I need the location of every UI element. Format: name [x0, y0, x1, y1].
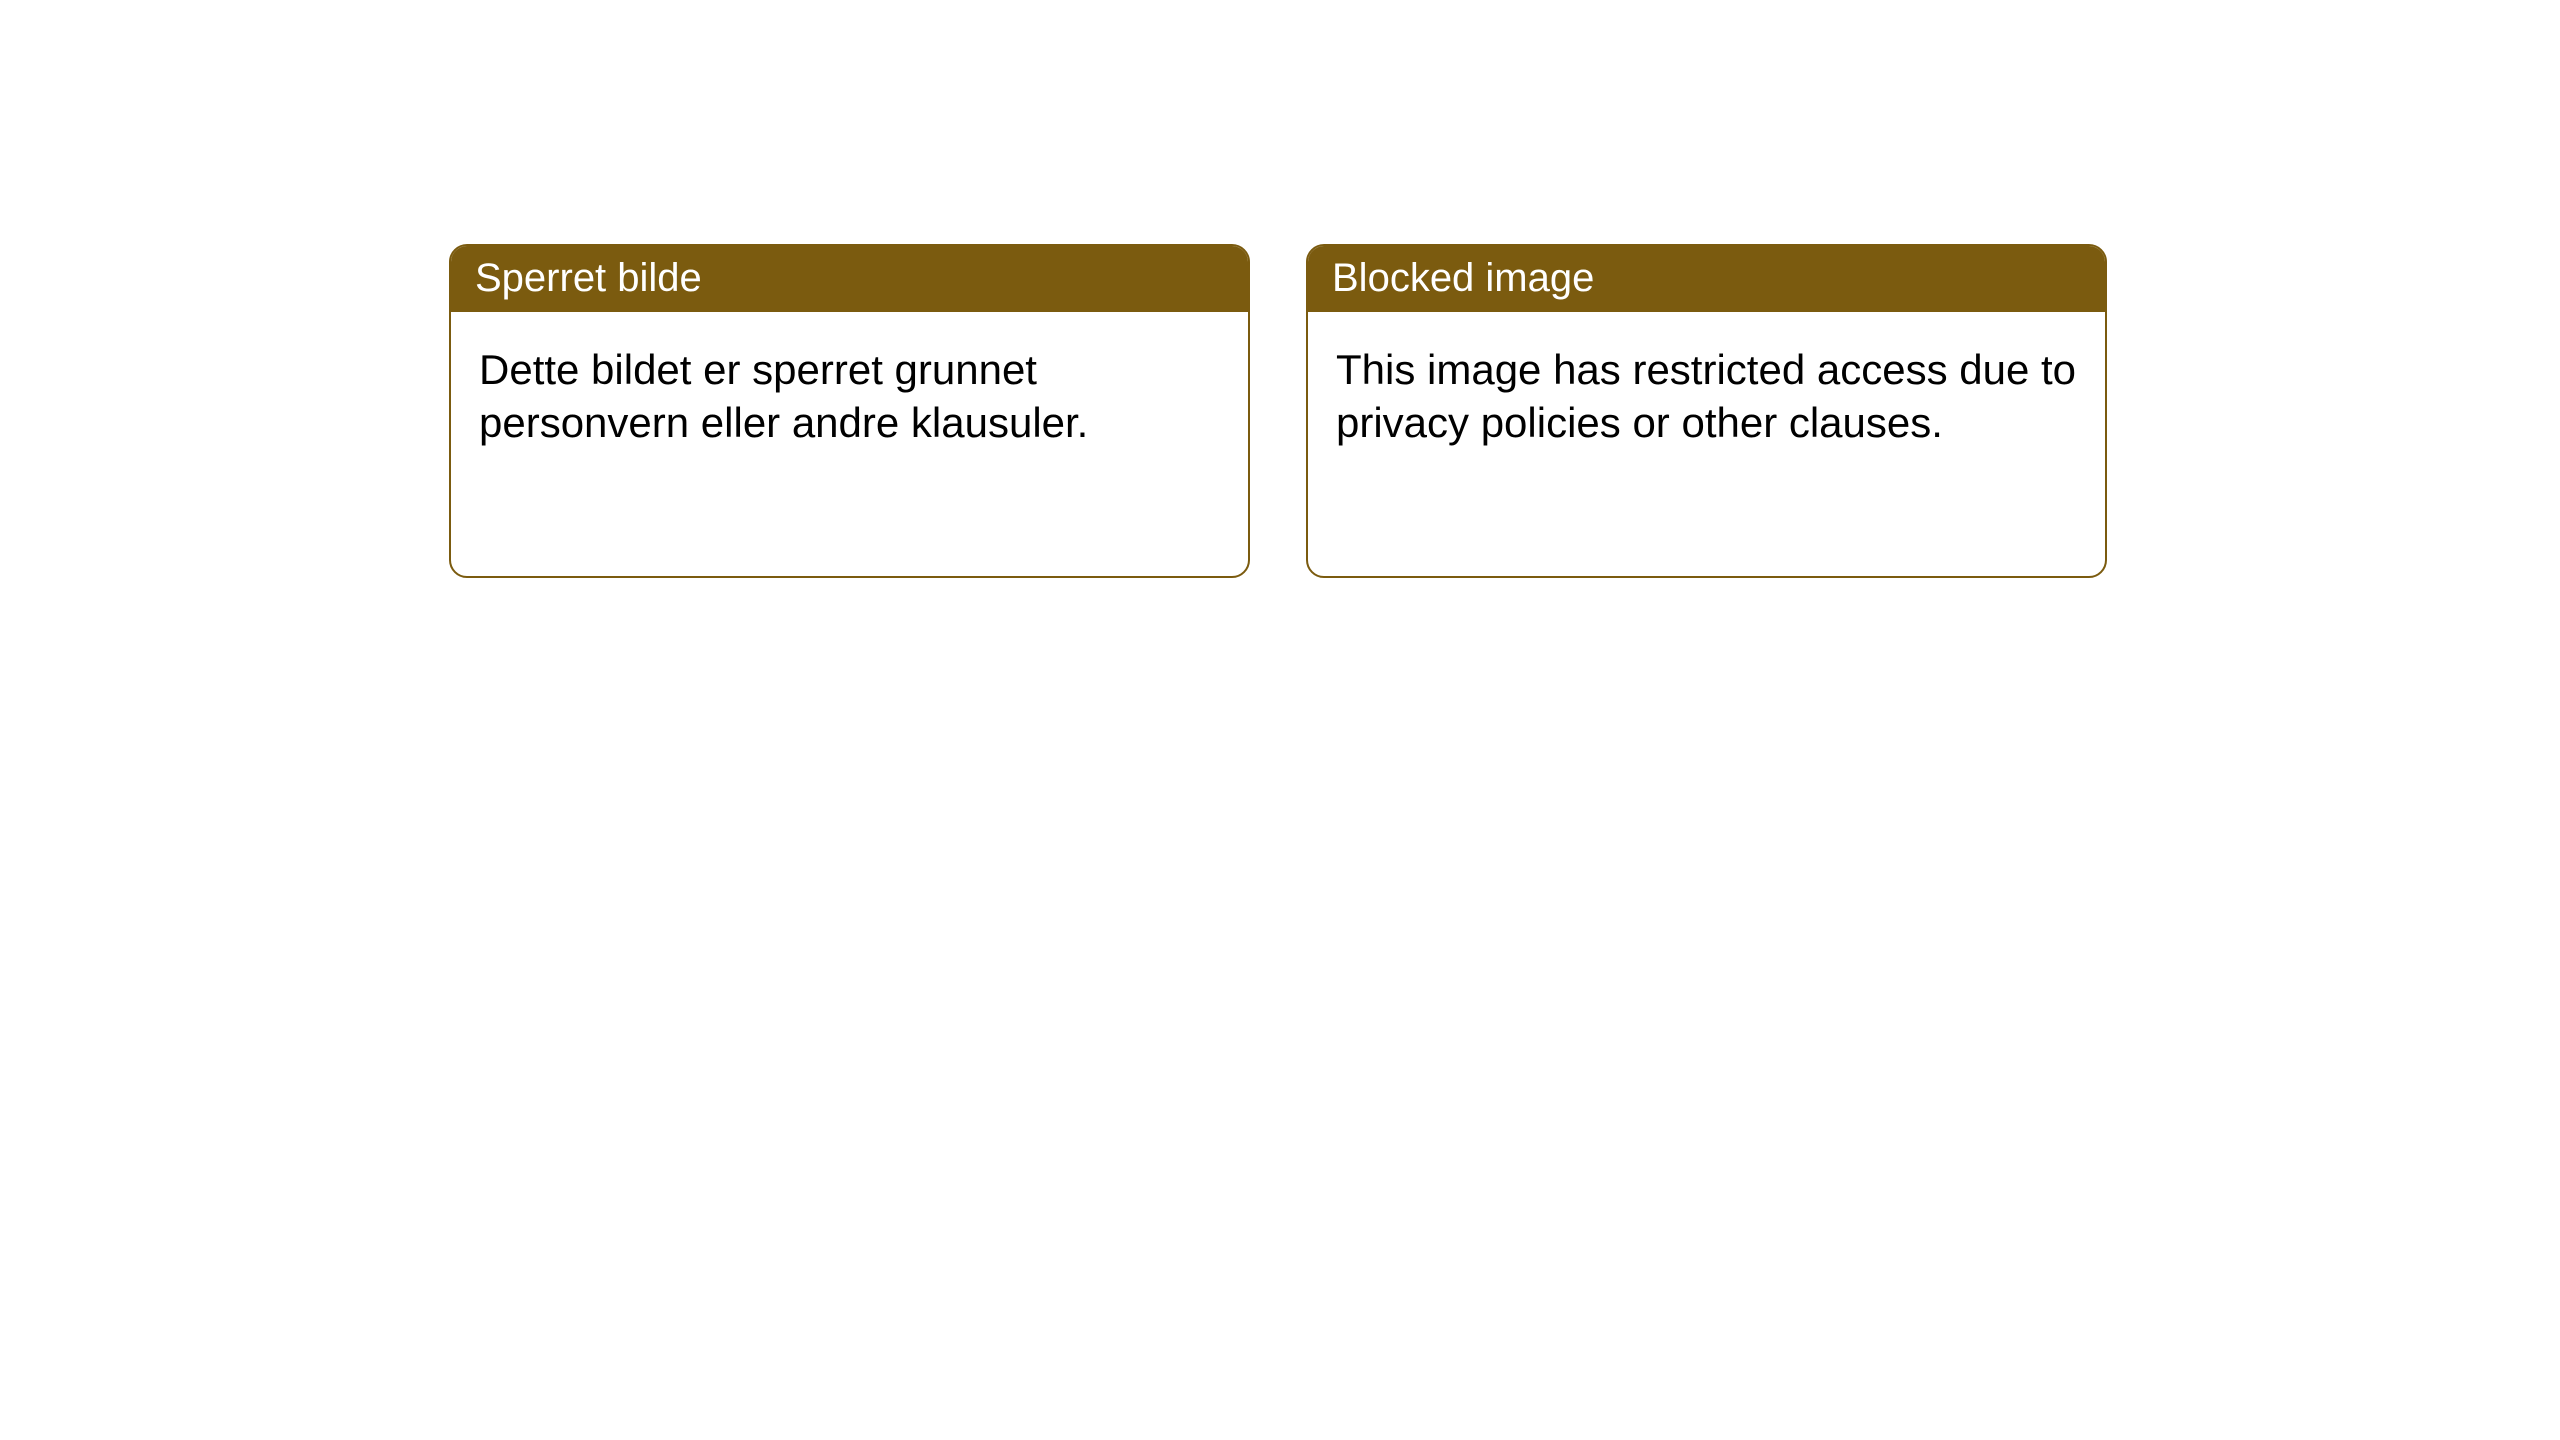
- notice-header: Blocked image: [1308, 246, 2105, 312]
- notice-title: Blocked image: [1332, 256, 1594, 300]
- notice-card-english: Blocked image This image has restricted …: [1306, 244, 2107, 578]
- notice-message: Dette bildet er sperret grunnet personve…: [479, 346, 1088, 446]
- notice-message: This image has restricted access due to …: [1336, 346, 2076, 446]
- notice-body: Dette bildet er sperret grunnet personve…: [451, 312, 1248, 481]
- notice-card-norwegian: Sperret bilde Dette bildet er sperret gr…: [449, 244, 1250, 578]
- notice-body: This image has restricted access due to …: [1308, 312, 2105, 481]
- notice-title: Sperret bilde: [475, 256, 702, 300]
- notice-header: Sperret bilde: [451, 246, 1248, 312]
- notice-container: Sperret bilde Dette bildet er sperret gr…: [449, 244, 2107, 578]
